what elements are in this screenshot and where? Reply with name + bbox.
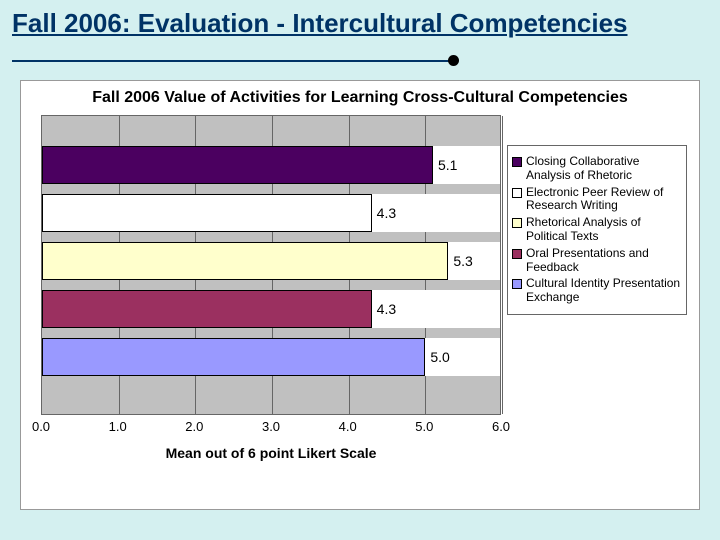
x-tick-label: 5.0 [415,419,433,434]
legend-swatch-icon [512,279,522,289]
legend-item: Rhetorical Analysis of Political Texts [512,216,682,244]
legend-label: Oral Presentations and Feedback [526,247,682,275]
bar: 5.3 [42,242,448,280]
legend-item: Closing Collaborative Analysis of Rhetor… [512,155,682,183]
legend-label: Closing Collaborative Analysis of Rhetor… [526,155,682,183]
bar-value-label: 5.1 [438,157,457,173]
x-axis-ticks: 0.01.02.03.04.05.06.0 [41,417,501,439]
legend-swatch-icon [512,249,522,259]
chart-title: Fall 2006 Value of Activities for Learni… [21,89,699,107]
bar-value-label: 5.3 [453,253,472,269]
x-axis-title: Mean out of 6 point Likert Scale [41,445,501,461]
legend-swatch-icon [512,157,522,167]
title-underline [12,60,452,62]
chart-container: Fall 2006 Value of Activities for Learni… [20,80,700,510]
legend-label: Electronic Peer Review of Research Writi… [526,186,682,214]
legend-item: Electronic Peer Review of Research Writi… [512,186,682,214]
bar: 4.3 [42,290,372,328]
slide: Fall 2006: Evaluation - Intercultural Co… [0,0,720,540]
legend-swatch-icon [512,188,522,198]
title-dot-icon [448,55,459,66]
x-tick-label: 0.0 [32,419,50,434]
bar-value-label: 4.3 [377,205,396,221]
x-tick-label: 1.0 [109,419,127,434]
plot-wrap: 5.14.35.34.35.0 0.01.02.03.04.05.06.0 Me… [41,115,501,461]
slide-title: Fall 2006: Evaluation - Intercultural Co… [12,8,628,39]
x-tick-label: 6.0 [492,419,510,434]
plot-area: 5.1 4.3 5.3 4.3 5.0 [41,115,501,415]
x-tick-label: 2.0 [185,419,203,434]
bar-value-label: 5.0 [430,349,449,365]
x-tick-label: 3.0 [262,419,280,434]
legend-swatch-icon [512,218,522,228]
bar: 4.3 [42,194,372,232]
legend-item: Oral Presentations and Feedback [512,247,682,275]
chart-body: 5.1 4.3 5.3 4.3 5.0 0.0 1.0 2.0 3.0 4.0 5.0 6.0 Me… [21,115,699,461]
gridline [502,116,503,414]
legend: Closing Collaborative Analysis of Rhetor… [507,145,687,315]
legend-label: Cultural Identity Presentation Exchange [526,277,682,305]
x-tick-label: 4.0 [339,419,357,434]
bar: 5.1 [42,146,433,184]
legend-item: Cultural Identity Presentation Exchange [512,277,682,305]
legend-label: Rhetorical Analysis of Political Texts [526,216,682,244]
bar-value-label: 4.3 [377,301,396,317]
bar: 5.0 [42,338,425,376]
